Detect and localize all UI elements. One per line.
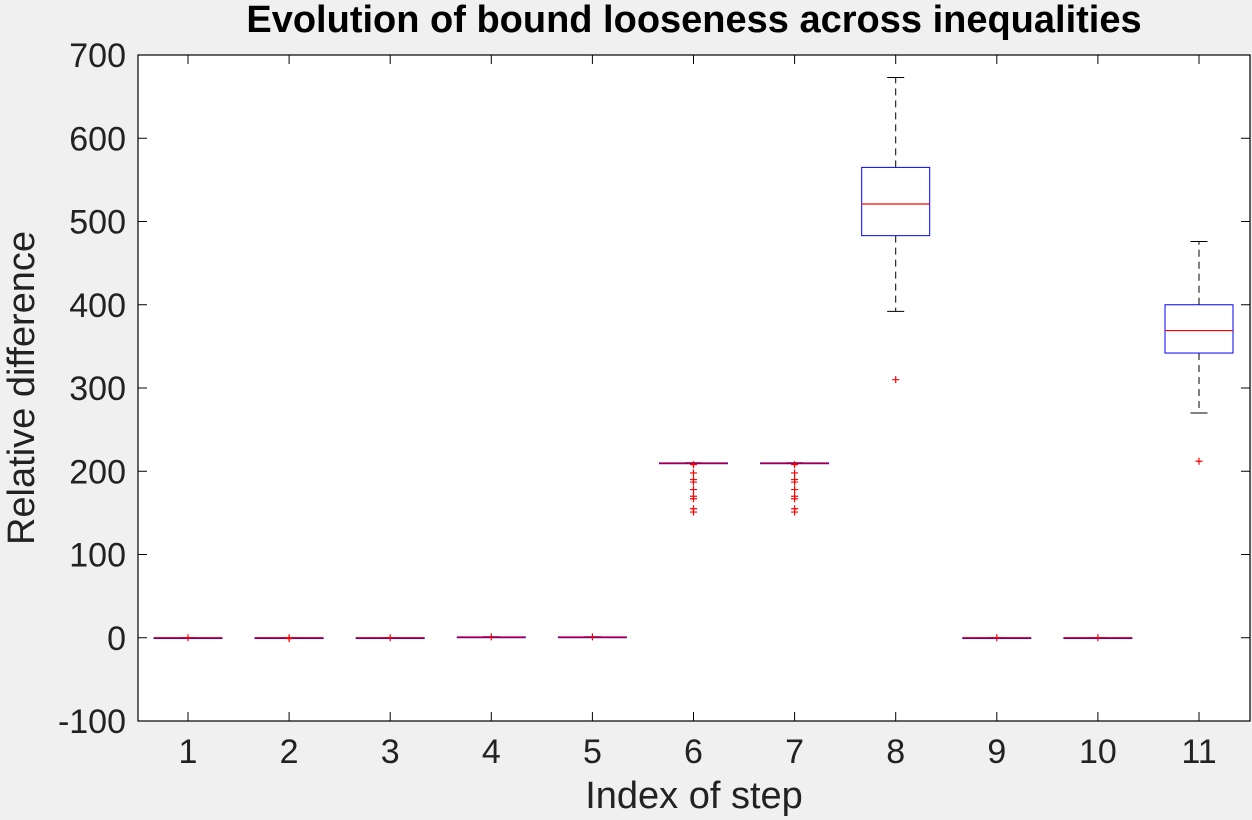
outlier-point <box>791 478 799 486</box>
x-tick-label: 10 <box>1079 733 1117 771</box>
outlier-point <box>487 633 495 641</box>
outlier-point <box>690 461 697 469</box>
x-tick-label: 6 <box>684 733 703 771</box>
box-group-5 <box>557 633 627 641</box>
box-group-9 <box>962 634 1032 642</box>
box-group-6 <box>659 461 728 516</box>
y-axis-ticks: -100 0 100 200 300 400 500 600 700 <box>58 37 1250 741</box>
x-tick-label: 2 <box>280 733 299 771</box>
box-group-3 <box>355 634 425 642</box>
x-tick-label: 9 <box>987 733 1006 771</box>
outlier-point <box>1094 634 1102 642</box>
outlier-point <box>690 469 697 477</box>
y-tick-label: 400 <box>69 287 126 325</box>
y-tick-label: 300 <box>69 370 126 408</box>
x-tick-label: 11 <box>1181 733 1216 771</box>
x-tick-label: 3 <box>381 733 400 771</box>
y-tick-label: 100 <box>69 537 126 575</box>
outlier-point <box>1195 457 1203 465</box>
outlier-point <box>690 478 697 486</box>
y-tick-label: 200 <box>69 453 126 491</box>
outlier-point <box>386 634 394 642</box>
y-axis-label: Relative difference <box>1 231 43 545</box>
y-tick-label: 600 <box>69 120 126 158</box>
y-tick-label: 700 <box>69 37 126 75</box>
chart-title: Evolution of bound looseness across ineq… <box>246 0 1141 41</box>
box-group-7 <box>760 461 830 516</box>
x-axis-ticks: 1 2 3 4 5 6 7 8 9 10 11 <box>179 55 1217 771</box>
outlier-point <box>791 495 799 503</box>
y-tick-label: -100 <box>58 703 126 741</box>
outlier-point <box>184 634 192 642</box>
box-group-2 <box>254 634 324 643</box>
outlier-point <box>791 508 799 516</box>
box-group-1 <box>153 634 223 642</box>
outlier-point <box>588 633 596 641</box>
x-axis-label: Index of step <box>585 775 803 817</box>
box-group-8 <box>861 76 931 384</box>
box-iqr <box>1164 304 1234 354</box>
outlier-point <box>791 469 799 477</box>
x-tick-label: 1 <box>179 733 198 771</box>
x-tick-label: 5 <box>583 733 602 771</box>
box-group-4 <box>456 633 526 641</box>
outlier-point <box>690 508 697 516</box>
box-group-10 <box>1063 634 1133 642</box>
outlier-point <box>791 461 799 469</box>
outlier-point <box>791 486 799 494</box>
outlier-point <box>993 634 1001 642</box>
outlier-point <box>690 495 697 503</box>
outlier-point <box>285 634 293 642</box>
box-group-11 <box>1164 240 1234 465</box>
box-iqr <box>861 166 931 237</box>
plot-area <box>137 54 1251 722</box>
outlier-point <box>892 376 900 384</box>
box-series <box>153 76 1234 643</box>
x-tick-label: 7 <box>785 733 804 771</box>
y-tick-label: 0 <box>107 620 126 658</box>
x-tick-label: 4 <box>482 733 501 771</box>
x-tick-label: 8 <box>886 733 905 771</box>
y-tick-label: 500 <box>69 204 126 242</box>
outlier-point <box>690 486 697 494</box>
